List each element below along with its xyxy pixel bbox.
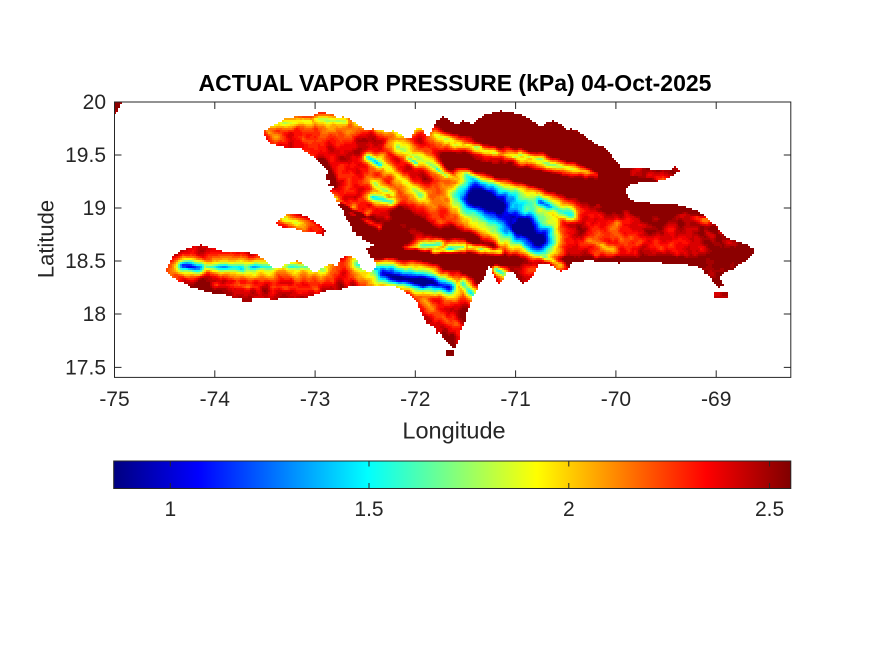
svg-text:ACTUAL VAPOR PRESSURE (kPa) 04: ACTUAL VAPOR PRESSURE (kPa) 04-Oct-2025 xyxy=(199,70,712,96)
svg-text:2: 2 xyxy=(563,498,575,521)
svg-text:2.5: 2.5 xyxy=(755,498,784,521)
svg-text:-73: -73 xyxy=(300,388,330,411)
svg-text:1: 1 xyxy=(164,498,176,521)
svg-text:17.5: 17.5 xyxy=(65,357,106,380)
svg-text:19.5: 19.5 xyxy=(65,144,106,167)
svg-text:-75: -75 xyxy=(99,388,129,411)
svg-text:1.5: 1.5 xyxy=(354,498,383,521)
svg-text:-71: -71 xyxy=(500,388,530,411)
svg-text:18.5: 18.5 xyxy=(65,250,106,273)
svg-text:-74: -74 xyxy=(200,388,231,411)
svg-text:18: 18 xyxy=(83,303,106,326)
svg-text:-69: -69 xyxy=(701,388,731,411)
svg-text:-70: -70 xyxy=(601,388,631,411)
svg-text:19: 19 xyxy=(83,197,106,220)
svg-text:Longitude: Longitude xyxy=(402,418,505,444)
svg-text:20: 20 xyxy=(83,91,106,114)
svg-text:Latitude: Latitude xyxy=(34,200,59,278)
svg-text:-72: -72 xyxy=(400,388,430,411)
